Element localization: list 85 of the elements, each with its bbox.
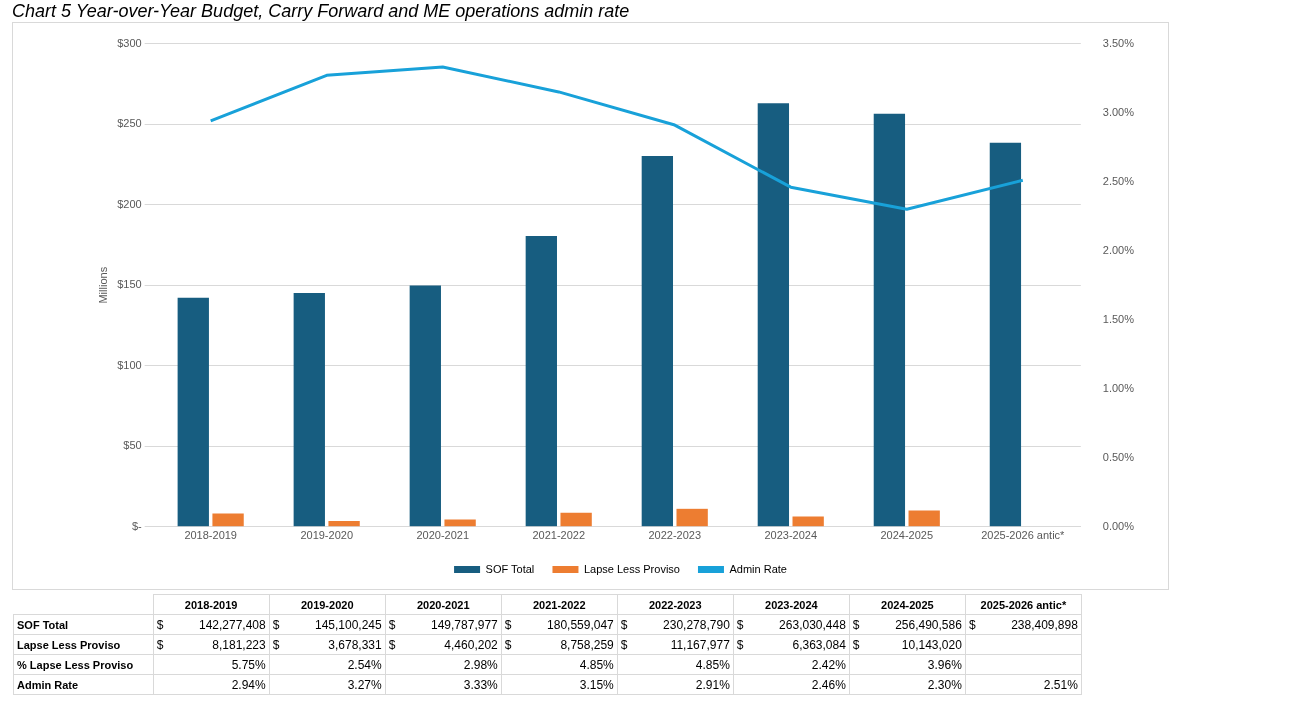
x-tick-label: 2021-2022 <box>532 529 586 542</box>
bar <box>560 512 592 527</box>
text: 4.85% <box>515 654 618 675</box>
bar <box>444 519 476 527</box>
legend-label: Admin Rate <box>729 562 787 575</box>
text: $ 8,758,259 <box>504 637 614 652</box>
data-label: 3.33% <box>399 674 502 695</box>
text: $ 11,167,977 <box>620 637 730 652</box>
text: $ 6,363,084 <box>736 637 846 652</box>
category-label: 2025-2026 antic* <box>980 598 1067 611</box>
data-label: 2.30% <box>863 674 966 695</box>
text: $ 145,100,245 <box>272 617 382 632</box>
bar <box>293 293 325 527</box>
category-label: 2018-2019 <box>184 598 238 611</box>
text: $ 180,559,047 <box>504 617 614 632</box>
category-label: 2021-2022 <box>532 598 586 611</box>
text: $ 230,278,790 <box>620 617 730 632</box>
text: 5.75% <box>167 654 270 675</box>
data-label: 2.94% <box>167 674 270 695</box>
y-tick-label: $200 <box>117 197 142 210</box>
x-tick-label: 2022-2023 <box>648 529 702 542</box>
category-label: 2019-2020 <box>300 598 354 611</box>
y2-tick-label: 0.50% <box>1102 450 1135 463</box>
y-axis-title: Millions <box>96 266 109 304</box>
category-label: 2024-2025 <box>881 598 934 611</box>
text: $ 8,181,223 <box>156 637 266 652</box>
text: $ 238,409,898 <box>968 617 1078 632</box>
data-label: 3.27% <box>283 674 386 695</box>
y-tick-label: $50 <box>123 439 142 452</box>
y2-tick-label: 3.00% <box>1102 105 1135 118</box>
text: $ 4,460,202 <box>388 637 498 652</box>
x-tick-label: 2020-2021 <box>416 529 470 542</box>
y-tick-label: $- <box>131 519 143 532</box>
chart-title: Chart 5 Year-over-Year Budget, Carry Forward and ME operations admin rate <box>11 0 631 22</box>
y2-tick-label: 0.00% <box>1102 519 1135 532</box>
data-label: 2.51% <box>979 674 1082 695</box>
text: $ 10,143,020 <box>852 637 962 652</box>
text: 3.96% <box>863 654 966 675</box>
data-label: 2.91% <box>631 674 734 695</box>
y-tick-label: $250 <box>117 117 142 130</box>
text: $ 263,030,448 <box>736 617 846 632</box>
y-tick-label: $150 <box>117 278 142 291</box>
category-label: 2022-2023 <box>648 598 702 611</box>
data-label: 2.46% <box>747 674 850 695</box>
bar <box>873 113 906 527</box>
x-tick-label: 2019-2020 <box>300 529 353 542</box>
text: % Lapse Less Proviso <box>13 654 154 675</box>
data-label: 3.15% <box>515 674 618 695</box>
bar <box>908 510 940 527</box>
text: 2.54% <box>283 654 386 675</box>
text: $ 149,787,977 <box>388 617 498 632</box>
y-tick-label: $300 <box>117 36 142 49</box>
y2-tick-label: 1.00% <box>1102 381 1135 394</box>
legend-label: Lapse Less Proviso <box>583 562 680 575</box>
text: 2.42% <box>747 654 850 675</box>
y2-tick-label: 3.50% <box>1102 36 1135 49</box>
bar <box>989 142 1022 527</box>
text: $ 3,678,331 <box>272 637 382 652</box>
y-tick-label: $100 <box>117 358 142 371</box>
y2-tick-label: 1.50% <box>1102 312 1135 325</box>
bar <box>409 285 441 527</box>
bar <box>212 513 244 527</box>
x-tick-label: 2018-2019 <box>184 529 237 542</box>
text: 2.98% <box>399 654 502 675</box>
legend-label: SOF Total <box>485 562 535 575</box>
bar <box>328 520 360 527</box>
bar <box>676 508 708 527</box>
text: SOF Total <box>13 614 154 635</box>
bar <box>757 103 790 527</box>
category-label: 2020-2021 <box>416 598 470 611</box>
text: 4.85% <box>631 654 734 675</box>
text: Lapse Less Proviso <box>13 634 154 655</box>
x-tick-label: 2024-2025 <box>880 529 934 542</box>
text: $ 142,277,408 <box>156 617 266 632</box>
text: $ 256,490,586 <box>852 617 962 632</box>
category-label: 2023-2024 <box>765 598 818 611</box>
y2-tick-label: 2.00% <box>1102 243 1135 256</box>
x-tick-label: 2023-2024 <box>764 529 818 542</box>
bar <box>177 297 209 527</box>
text: Admin Rate <box>17 678 79 691</box>
y2-tick-label: 2.50% <box>1102 174 1135 187</box>
bar <box>525 235 557 527</box>
bar <box>641 155 674 527</box>
x-tick-label: 2025-2026 antic* <box>981 529 1066 542</box>
bar <box>792 516 824 527</box>
